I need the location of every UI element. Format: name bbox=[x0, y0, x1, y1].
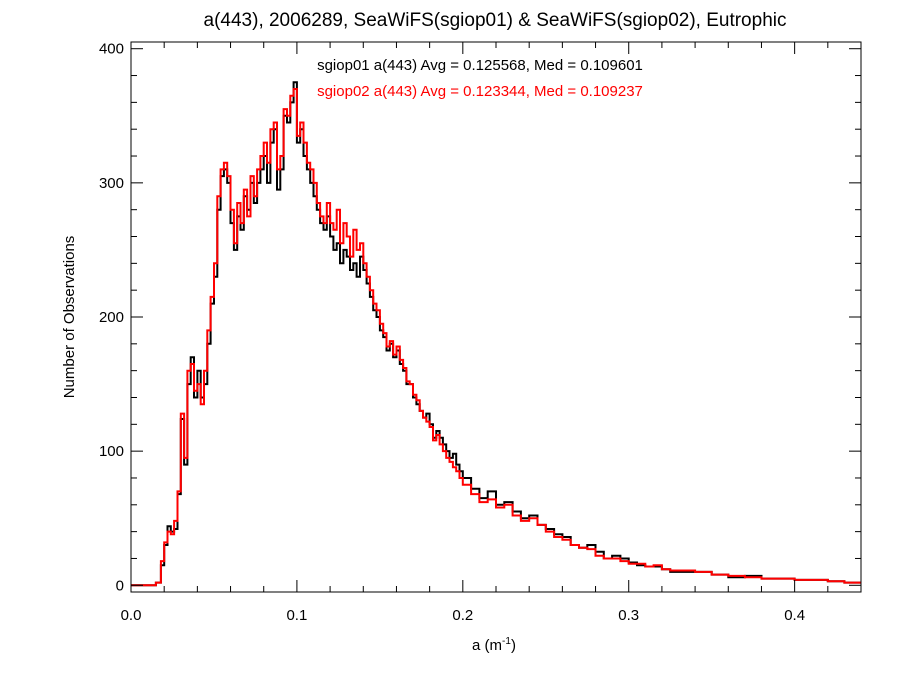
y-tick-label: 300 bbox=[99, 175, 124, 192]
y-tick-label: 400 bbox=[99, 41, 124, 58]
chart-title: a(443), 2006289, SeaWiFS(sgiop01) & SeaW… bbox=[204, 10, 787, 31]
plot-lines bbox=[131, 81, 861, 587]
axis-ticks: 0.0 0.1 0.2 0.3 0.4 0 100 200 300 400 bbox=[99, 41, 861, 624]
y-tick-label: 0 bbox=[116, 577, 124, 594]
plot-frame bbox=[130, 41, 862, 593]
y-axis-label: Number of Observations bbox=[61, 236, 78, 399]
series-line-sgiop02 bbox=[131, 88, 861, 587]
x-tick-label: 0.1 bbox=[286, 607, 307, 624]
x-tick-label: 0.0 bbox=[121, 607, 142, 624]
x-tick-label: 0.2 bbox=[452, 607, 473, 624]
x-axis-label: a (m-1) bbox=[472, 636, 516, 654]
x-tick-label: 0.4 bbox=[784, 607, 805, 624]
y-tick-label: 100 bbox=[99, 443, 124, 460]
annotation-sgiop02: sgiop02 a(443) Avg = 0.123344, Med = 0.1… bbox=[317, 83, 643, 100]
y-tick-label: 200 bbox=[99, 309, 124, 326]
x-tick-label: 0.3 bbox=[618, 607, 639, 624]
series-line-sgiop01 bbox=[131, 81, 861, 587]
annotation-sgiop01: sgiop01 a(443) Avg = 0.125568, Med = 0.1… bbox=[317, 57, 643, 74]
